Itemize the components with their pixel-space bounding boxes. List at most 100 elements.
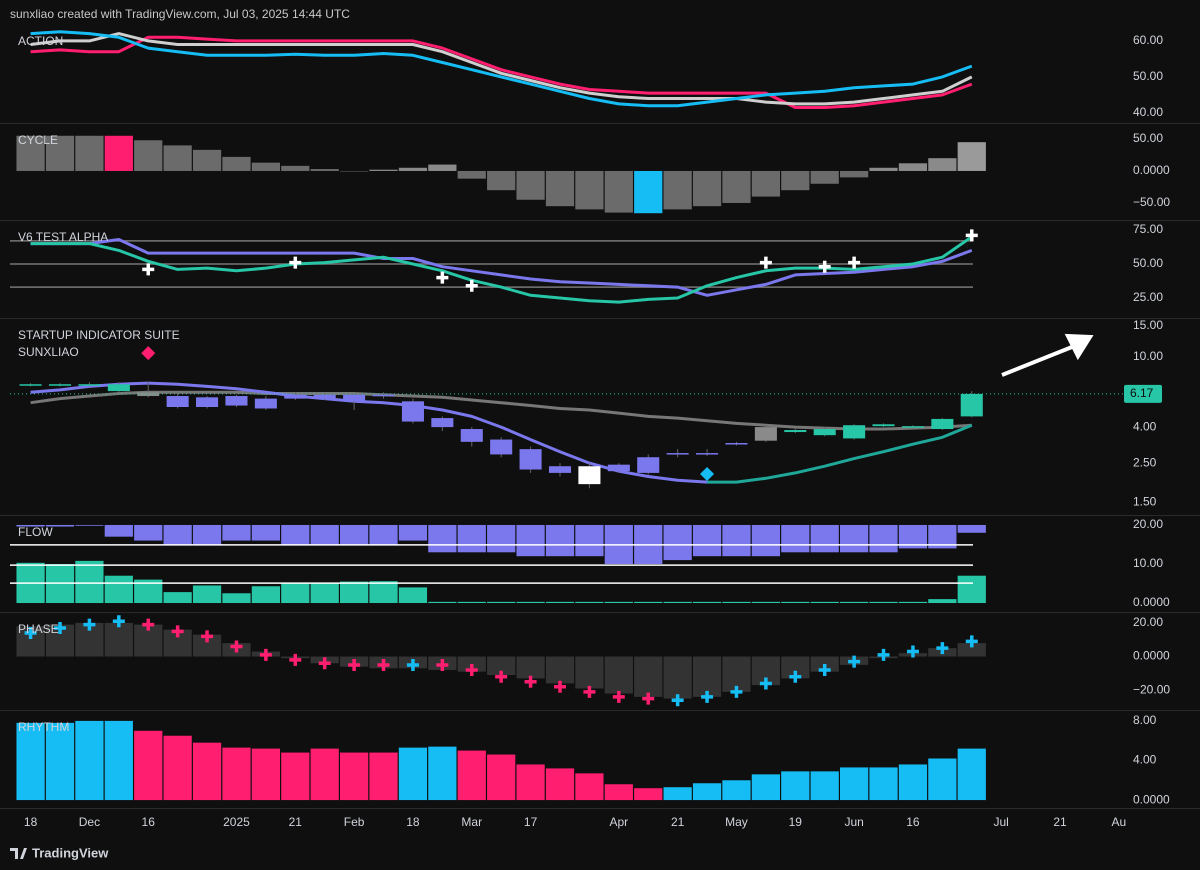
bar <box>134 579 163 604</box>
candle-body <box>548 466 572 473</box>
bar <box>781 170 810 191</box>
candle-body <box>343 394 366 402</box>
bar <box>545 768 575 801</box>
bar <box>604 170 633 213</box>
line <box>30 381 708 484</box>
bar <box>45 524 75 527</box>
bar <box>751 524 780 557</box>
pane: 60.00 50.00 40.00 ACTION <box>0 30 1200 124</box>
y-tick-label: 0.0000 <box>1133 649 1170 663</box>
y-tick-label: 25.00 <box>1133 290 1163 304</box>
candle-body <box>460 429 483 442</box>
signal-marker <box>24 627 37 640</box>
bar <box>75 720 104 801</box>
arrow <box>1001 333 1094 377</box>
y-tick-label: 60.00 <box>1133 33 1163 47</box>
bar <box>222 156 251 171</box>
signal-marker <box>818 663 831 676</box>
candle-body <box>931 418 954 430</box>
signal-marker <box>377 658 390 671</box>
pane: 50.00 0.0000 −50.00 CYCLE <box>0 131 1200 221</box>
bar <box>16 722 45 801</box>
bar <box>604 656 633 694</box>
bar <box>192 634 222 657</box>
x-tick-label: Jun <box>844 815 863 829</box>
signal-marker <box>54 621 66 634</box>
candle-body <box>196 397 219 408</box>
candle-body <box>19 384 42 386</box>
bar <box>869 524 898 553</box>
signal-marker <box>965 229 978 242</box>
bar <box>516 170 545 200</box>
signal-marker <box>759 256 772 269</box>
y-tick-label: 20.00 <box>1133 517 1163 531</box>
candle-body <box>901 426 924 428</box>
candle-body <box>784 430 807 433</box>
bar <box>575 773 604 801</box>
pane: 20.00 0.0000 −20.00 PHASE <box>0 615 1200 711</box>
signal-marker <box>289 256 302 269</box>
bar <box>663 601 692 604</box>
x-tick-label: Dec <box>79 815 100 829</box>
signal-marker <box>201 630 214 643</box>
y-tick-label: −50.00 <box>1133 195 1170 209</box>
bar <box>663 656 692 699</box>
bar <box>957 643 986 657</box>
signal-marker <box>83 618 96 631</box>
bar <box>663 524 692 561</box>
signal-marker <box>524 675 537 688</box>
footer: TradingView <box>32 845 109 860</box>
bar <box>192 742 222 801</box>
bar <box>281 524 310 545</box>
y-tick-label: 75.00 <box>1133 222 1163 236</box>
candle-body <box>696 453 719 455</box>
bar <box>251 524 280 541</box>
signal-marker <box>465 279 478 292</box>
bar <box>251 748 280 801</box>
candle-body <box>754 427 777 441</box>
bar <box>163 592 192 604</box>
x-tick-label: 21 <box>289 815 303 829</box>
y-tick-label: 1.50 <box>1133 494 1157 508</box>
bar <box>310 583 339 604</box>
x-tick-label: Jul <box>994 815 1009 829</box>
signal-marker <box>583 685 596 698</box>
bar <box>134 524 163 541</box>
y-tick-label: 0.0000 <box>1133 792 1170 806</box>
bar <box>545 656 575 684</box>
line <box>30 238 973 297</box>
candle-body <box>137 392 160 397</box>
pane-title: ACTION <box>18 34 63 48</box>
line <box>707 423 973 484</box>
bar <box>692 524 722 557</box>
line <box>30 390 972 431</box>
signal-marker <box>289 653 302 666</box>
diamond-marker <box>700 466 715 481</box>
bar <box>869 767 898 801</box>
bar <box>222 593 251 604</box>
bar <box>487 170 516 191</box>
bar <box>340 170 369 172</box>
signal-marker <box>906 645 919 658</box>
candle-body <box>490 439 513 455</box>
bar <box>928 524 957 549</box>
line <box>30 35 973 109</box>
bar <box>575 656 604 689</box>
bar <box>545 601 575 604</box>
bar <box>369 169 398 171</box>
pane-title: RHYTHM <box>18 720 69 734</box>
bar <box>251 586 280 604</box>
signal-marker <box>789 670 802 683</box>
candle-body <box>166 396 189 408</box>
pane: 20.00 10.00 0.0000 FLOW <box>0 517 1200 613</box>
x-tick-label: 18 <box>24 815 38 829</box>
bar <box>751 774 780 801</box>
bar <box>810 524 839 553</box>
bar <box>457 170 486 179</box>
bar <box>634 656 663 697</box>
bar <box>104 524 133 537</box>
bar <box>134 730 163 801</box>
signal-marker <box>142 263 155 276</box>
bar <box>634 788 663 801</box>
bar <box>75 135 104 171</box>
